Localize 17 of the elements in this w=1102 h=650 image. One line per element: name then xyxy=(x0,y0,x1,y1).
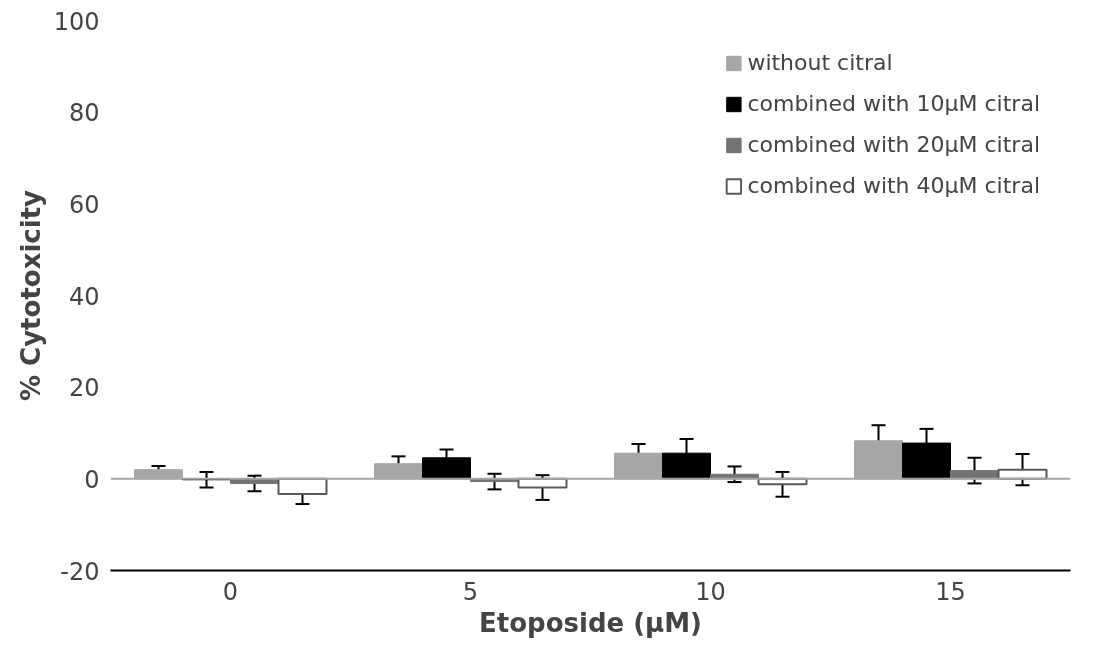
x-tick-label: 10 xyxy=(695,577,726,606)
x-axis-title: Etoposide (μM) xyxy=(479,607,702,638)
y-tick-label: 20 xyxy=(68,374,100,403)
x-tick-label: 0 xyxy=(222,577,239,606)
legend-label: combined with 20μM citral xyxy=(747,132,1040,157)
y-tick-label: 0 xyxy=(84,465,100,494)
y-axis-title: % Cytotoxicity xyxy=(15,189,46,402)
y-tick-label: -20 xyxy=(60,557,100,586)
x-tick-label: 15 xyxy=(935,577,966,606)
legend-label: combined with 40μM citral xyxy=(747,173,1040,198)
legend-label: combined with 10μM citral xyxy=(747,91,1040,116)
y-tick-label: 80 xyxy=(68,99,100,128)
y-tick-label: 60 xyxy=(68,190,100,219)
y-tick-label: 40 xyxy=(68,282,100,311)
x-tick-label: 5 xyxy=(462,577,479,606)
y-tick-label: 100 xyxy=(53,7,100,36)
legend-label: without citral xyxy=(747,50,893,75)
